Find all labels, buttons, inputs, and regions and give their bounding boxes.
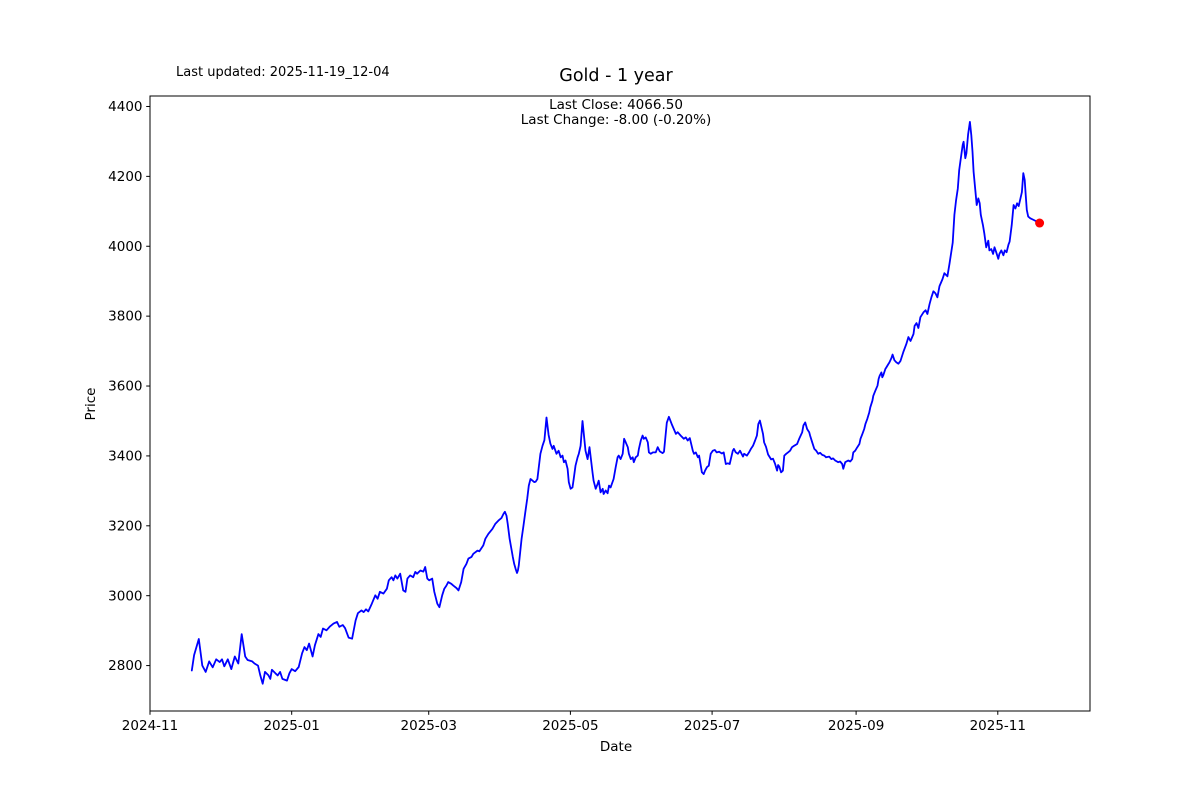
y-axis-ticks: 2800 3000 3200 3400 3600 3800 4000 4200 4400 bbox=[108, 99, 150, 674]
x-tick-label: 2025-05 bbox=[542, 718, 598, 734]
last-change-line: Last Change: -8.00 (-0.20%) bbox=[520, 111, 712, 128]
y-tick-label: 3800 bbox=[108, 309, 142, 325]
y-tick-label: 4400 bbox=[108, 99, 142, 115]
x-tick-label: 2025-11 bbox=[970, 718, 1026, 734]
price-series bbox=[190, 121, 1045, 685]
y-tick-label: 2800 bbox=[108, 658, 142, 674]
y-axis-label: Price bbox=[83, 387, 99, 421]
x-axis-label: Date bbox=[599, 739, 633, 755]
y-tick-label: 4200 bbox=[108, 169, 142, 185]
y-tick-label: 3600 bbox=[108, 379, 142, 395]
x-tick-label: 2025-03 bbox=[401, 718, 457, 734]
x-tick-label: 2025-09 bbox=[828, 718, 884, 734]
y-tick-label: 3000 bbox=[108, 588, 142, 604]
plot-area bbox=[149, 95, 1091, 712]
price-line bbox=[190, 121, 1041, 685]
last-close-line: Last Close: 4066.50 bbox=[549, 97, 683, 113]
x-tick-label: 2025-07 bbox=[684, 718, 740, 734]
last-price-marker bbox=[1035, 218, 1045, 228]
x-axis-ticks: 2024-11 2025-01 2025-03 2025-05 2025-07 2025-… bbox=[122, 711, 1026, 734]
y-tick-label: 4000 bbox=[108, 239, 142, 255]
y-tick-label: 3200 bbox=[108, 518, 142, 534]
x-tick-label: 2025-01 bbox=[263, 718, 319, 734]
y-tick-label: 3400 bbox=[108, 449, 142, 465]
last-close-annotation: Last Close: 4066.50 Last Change: -8.00 (… bbox=[521, 98, 711, 128]
last-updated-text: Last updated: 2025-11-19_12-04 bbox=[176, 65, 390, 80]
x-tick-label: 2024-11 bbox=[122, 718, 178, 734]
chart-title: Gold - 1 year bbox=[559, 66, 673, 86]
